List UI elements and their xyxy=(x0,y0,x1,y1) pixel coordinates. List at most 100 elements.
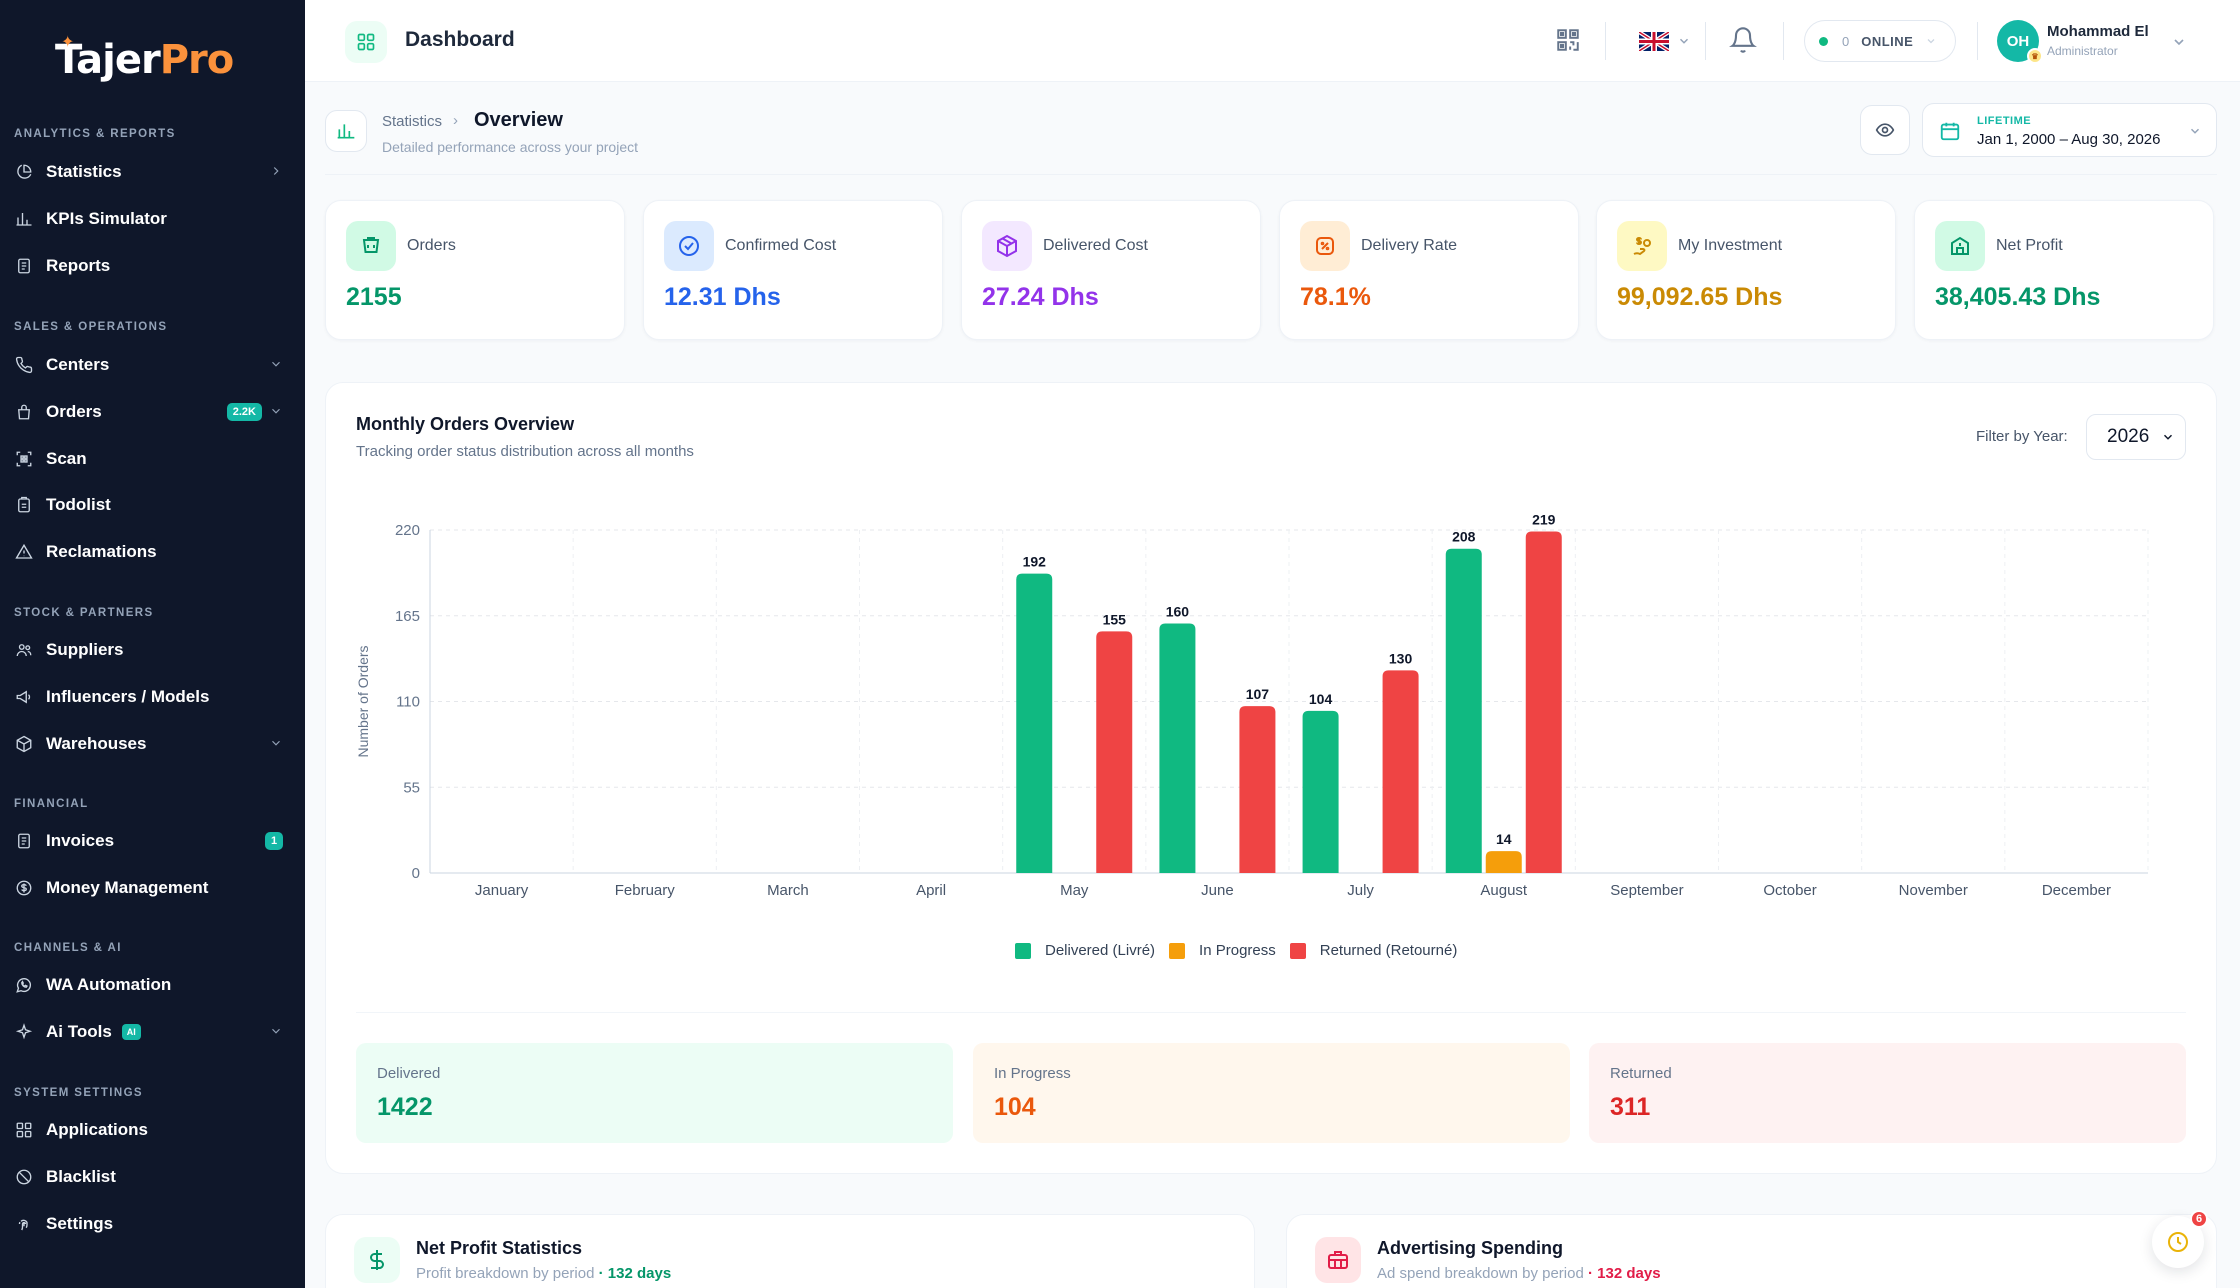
date-range-picker[interactable]: LIFETIME Jan 1, 2000 – Aug 30, 2026 xyxy=(1922,103,2217,157)
sidebar-item-scan[interactable]: Scan xyxy=(0,439,305,479)
sidebar-item-label: Warehouses xyxy=(46,734,147,753)
user-menu-chevron-icon[interactable] xyxy=(2171,34,2187,50)
investment-icon xyxy=(1633,236,1651,256)
dashboard-grid-icon[interactable] xyxy=(345,21,387,63)
online-status-toggle[interactable]: 0 ONLINE xyxy=(1804,20,1956,62)
user-name[interactable]: Mohammad El xyxy=(2047,23,2149,40)
nav-section-title: STOCK & PARTNERS xyxy=(14,607,154,619)
card-subtitle-text: Ad spend breakdown by period xyxy=(1377,1265,1584,1282)
sidebar-item-reports[interactable]: Reports xyxy=(0,246,305,286)
monthly-orders-chart: 0 55 110 165 220 January February March April May… xyxy=(355,512,2149,899)
stat-card-my-investment[interactable]: My Investment 99,092.65 Dhs xyxy=(1596,200,1896,340)
stat-card-delivery-rate[interactable]: Delivery Rate 78.1% xyxy=(1279,200,1579,340)
card-net-profit-statistics: Net Profit Statistics Profit breakdown by… xyxy=(325,1214,1255,1288)
sidebar-item-todolist[interactable]: Todolist xyxy=(0,485,305,525)
brand-name-part1: Tajer xyxy=(55,37,161,83)
dollar-icon xyxy=(370,1250,384,1270)
summary-value: 1422 xyxy=(377,1093,433,1121)
stat-card-net-profit[interactable]: Net Profit 38,405.43 Dhs xyxy=(1914,200,2214,340)
notifications-bell-icon[interactable] xyxy=(1729,26,1757,54)
bar-value-label: 107 xyxy=(1246,686,1270,702)
nav-section-title: ANALYTICS & REPORTS xyxy=(14,128,176,140)
stat-label: Net Profit xyxy=(1996,237,2063,254)
brand-logo[interactable]: ✦ Tajer Pro xyxy=(55,32,234,83)
summary-value: 311 xyxy=(1610,1093,1651,1121)
qr-code-icon[interactable] xyxy=(1555,27,1581,53)
online-dot-icon xyxy=(1819,36,1828,46)
x-tick-label: March xyxy=(767,882,809,899)
legend-item[interactable]: Returned (Retourné) xyxy=(1289,942,1457,959)
language-chevron-icon[interactable] xyxy=(1677,34,1691,48)
stat-card-confirmed-cost[interactable]: Confirmed Cost 12.31 Dhs xyxy=(643,200,943,340)
sidebar-item-label: WA Automation xyxy=(46,975,172,994)
chevron-down-icon xyxy=(2163,434,2173,440)
summary-card-in-progress: In Progress 104 xyxy=(973,1043,1570,1143)
sidebar-item-warehouses[interactable]: Warehouses xyxy=(0,724,305,764)
user-role: Administrator xyxy=(2047,44,2118,58)
sidebar-item-wa-automation[interactable]: WA Automation xyxy=(0,965,305,1005)
y-tick-label: 110 xyxy=(396,694,420,711)
breadcrumb-current: Overview xyxy=(474,109,563,131)
sidebar-item-money-management[interactable]: Money Management xyxy=(0,868,305,908)
sidebar-item-invoices[interactable]: Invoices 1 xyxy=(0,821,305,861)
orders-count-badge: 2.2K xyxy=(226,403,262,421)
phone-icon xyxy=(15,356,33,374)
divider xyxy=(325,174,2217,175)
sidebar-item-orders[interactable]: Orders 2.2K xyxy=(0,392,305,432)
toggle-visibility-button[interactable] xyxy=(1860,105,1910,155)
briefcase-icon xyxy=(1328,1251,1348,1269)
card-title: Advertising Spending xyxy=(1377,1238,1564,1258)
summary-card-returned: Returned 311 xyxy=(1589,1043,2186,1143)
ban-icon xyxy=(16,1169,32,1185)
breadcrumb-statistics[interactable]: Statistics xyxy=(382,113,443,130)
stat-card-orders[interactable]: Orders 2155 xyxy=(325,200,625,340)
summary-label: Returned xyxy=(1610,1065,1672,1082)
sidebar-item-label: Influencers / Models xyxy=(46,687,210,706)
bar-in xyxy=(1485,851,1522,873)
stat-card-delivered-cost[interactable]: Delivered Cost 27.24 Dhs xyxy=(961,200,1261,340)
grid-icon xyxy=(16,1122,32,1138)
sidebar-item-suppliers[interactable]: Suppliers xyxy=(0,630,305,670)
sidebar-item-label: Scan xyxy=(46,449,87,468)
sidebar-item-label: Reclamations xyxy=(46,542,157,561)
page-description: Detailed performance across your project xyxy=(382,139,639,155)
warning-icon xyxy=(15,543,33,559)
legend-swatch xyxy=(1015,942,1031,959)
sparkle-icon xyxy=(15,1023,33,1040)
sidebar-item-reclamations[interactable]: Reclamations xyxy=(0,532,305,572)
bar-value-label: 192 xyxy=(1023,554,1047,570)
y-tick-label: 55 xyxy=(403,779,420,796)
legend-item[interactable]: In Progress xyxy=(1169,942,1276,959)
stat-value: 12.31 Dhs xyxy=(664,283,781,311)
sidebar-item-blacklist[interactable]: Blacklist xyxy=(0,1157,305,1197)
stat-value: 99,092.65 Dhs xyxy=(1617,283,1783,311)
sidebar-item-label: Orders xyxy=(46,402,102,421)
days-count: · 132 days xyxy=(598,1265,672,1282)
sidebar-item-settings[interactable]: Settings xyxy=(0,1204,305,1244)
sidebar-item-applications[interactable]: Applications xyxy=(0,1110,305,1150)
nav-section-title: SALES & OPERATIONS xyxy=(14,321,168,333)
stat-value: 78.1% xyxy=(1300,283,1371,311)
uk-flag-icon[interactable] xyxy=(1639,32,1669,51)
sidebar-item-label: Ai Tools xyxy=(46,1022,112,1041)
year-filter-select[interactable]: 2026 xyxy=(2086,414,2186,460)
sidebar-item-ai-tools[interactable]: Ai Tools AI xyxy=(0,1012,305,1052)
user-avatar[interactable]: OH ♛ xyxy=(1997,20,2043,64)
x-tick-label: February xyxy=(615,882,676,899)
bar-returned xyxy=(1525,531,1562,873)
stat-label: Confirmed Cost xyxy=(725,237,837,254)
date-range-label: LIFETIME xyxy=(1977,115,2032,127)
date-range-value: Jan 1, 2000 – Aug 30, 2026 xyxy=(1977,131,2161,148)
activity-clock-button[interactable]: 6 xyxy=(2152,1210,2208,1268)
year-filter-label: Filter by Year: xyxy=(1976,428,2068,445)
sidebar-item-label: Todolist xyxy=(46,495,111,514)
legend-item[interactable]: Delivered (Livré) xyxy=(1015,942,1155,959)
stat-value: 2155 xyxy=(346,283,402,311)
sidebar-item-kpis-simulator[interactable]: KPIs Simulator xyxy=(0,199,305,239)
sidebar-item-influencers-models[interactable]: Influencers / Models xyxy=(0,677,305,717)
check-badge-icon xyxy=(679,236,699,256)
chevron-down-icon xyxy=(272,361,280,367)
sidebar-item-centers[interactable]: Centers xyxy=(0,345,305,385)
x-tick-label: November xyxy=(1899,882,1968,899)
sidebar-item-statistics[interactable]: Statistics xyxy=(0,152,305,192)
